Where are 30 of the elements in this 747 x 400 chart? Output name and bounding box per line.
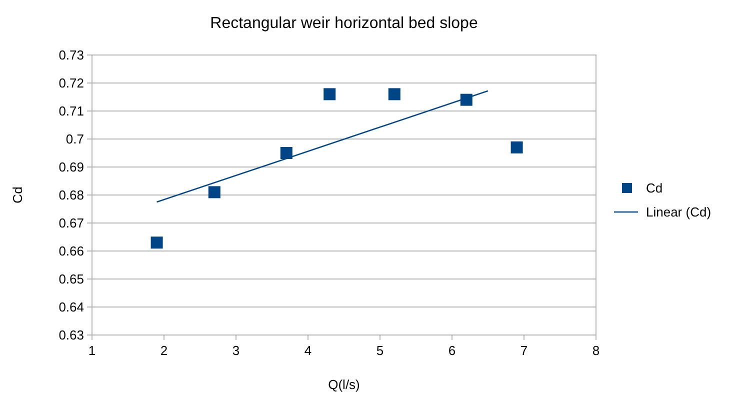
x-tick-label: 4	[304, 343, 312, 358]
y-tick-label: 0.67	[58, 216, 84, 231]
y-tick-label: 0.71	[58, 104, 84, 119]
x-tick-label: 1	[88, 343, 96, 358]
x-tick-label: 7	[520, 343, 528, 358]
y-tick-label: 0.63	[58, 328, 84, 343]
x-tick-label: 2	[160, 343, 168, 358]
y-tick-label: 0.73	[58, 48, 84, 63]
y-tick-label: 0.72	[58, 76, 84, 91]
x-axis-title: Q(l/s)	[328, 377, 360, 392]
legend-label: Cd	[646, 180, 663, 196]
point	[280, 147, 292, 159]
point	[208, 186, 220, 198]
point	[324, 88, 336, 100]
point	[150, 236, 163, 249]
x-tick-label: 8	[592, 343, 600, 358]
y-tick-label: 0.7	[66, 132, 84, 147]
y-axis-title: Cd	[10, 186, 25, 204]
x-tick-label: 5	[376, 343, 384, 358]
legend-label: Linear (Cd)	[646, 204, 712, 220]
chart-title: Rectangular weir horizontal bed slope	[210, 15, 478, 32]
y-tick-label: 0.68	[58, 188, 84, 203]
point	[510, 141, 523, 154]
y-tick-label: 0.66	[58, 244, 84, 259]
y-tick-label: 0.65	[58, 272, 84, 287]
x-tick-label: 6	[448, 343, 456, 358]
point	[388, 88, 400, 100]
y-tick-label: 0.64	[58, 300, 84, 315]
x-tick-label: 3	[232, 343, 240, 358]
y-tick-label: 0.69	[58, 160, 84, 175]
